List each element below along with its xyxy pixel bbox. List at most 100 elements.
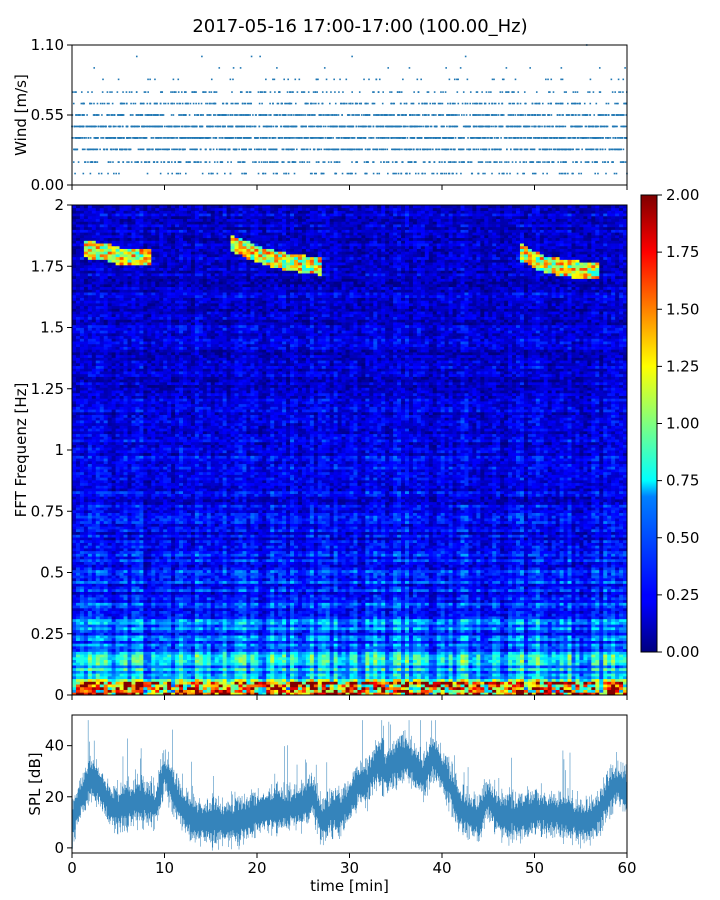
spectrogram-cell bbox=[131, 684, 135, 687]
spectrogram-cell bbox=[274, 690, 278, 693]
wind-point bbox=[229, 137, 231, 139]
wind-point bbox=[259, 56, 261, 58]
wind-point bbox=[94, 126, 96, 128]
spectrogram-cell bbox=[528, 665, 532, 668]
spectrogram-cell bbox=[540, 684, 544, 687]
spectrogram-cell bbox=[524, 668, 528, 671]
spectrogram-cell bbox=[135, 668, 139, 671]
spectrogram-cell bbox=[128, 679, 132, 682]
wind-point bbox=[268, 137, 270, 139]
wind-point bbox=[612, 137, 614, 139]
wind-point bbox=[163, 103, 165, 105]
wind-point bbox=[245, 149, 247, 151]
spectrogram-cell bbox=[373, 679, 377, 682]
spectrogram-cell bbox=[421, 676, 425, 679]
wind-point bbox=[618, 91, 620, 93]
spectrogram-cell bbox=[254, 673, 258, 676]
spectrogram-cell bbox=[318, 671, 322, 674]
spectrogram-cell bbox=[425, 676, 429, 679]
wind-point bbox=[218, 126, 220, 128]
wind-point bbox=[277, 161, 279, 163]
wind-point bbox=[623, 126, 625, 128]
spectrogram-cell bbox=[591, 673, 595, 676]
wind-point bbox=[89, 149, 91, 151]
spectrogram-cell bbox=[179, 676, 183, 679]
spectrogram-cell bbox=[135, 662, 139, 665]
spectrogram-cell bbox=[143, 662, 147, 665]
spectrogram-cell bbox=[488, 671, 492, 674]
spectrogram-cell bbox=[389, 665, 393, 668]
spectrogram-cell bbox=[472, 673, 476, 676]
spectrogram-cell bbox=[179, 662, 183, 665]
wind-point bbox=[97, 161, 99, 163]
wind-point bbox=[326, 91, 328, 93]
spectrogram-cell bbox=[413, 687, 417, 690]
wind-point bbox=[582, 137, 584, 139]
wind-point bbox=[241, 173, 243, 175]
spectrogram-cell bbox=[195, 665, 199, 668]
spectrogram-cell bbox=[492, 676, 496, 679]
spectrogram-cell bbox=[270, 690, 274, 693]
spectrogram-cell bbox=[322, 673, 326, 676]
wind-point bbox=[231, 91, 233, 93]
spectrogram-cell bbox=[504, 684, 508, 687]
wind-point bbox=[414, 137, 416, 139]
wind-point bbox=[583, 137, 585, 139]
wind-point bbox=[194, 149, 196, 151]
wind-point bbox=[240, 161, 242, 163]
spectrogram-cell bbox=[274, 676, 278, 679]
wind-point bbox=[469, 126, 471, 128]
wind-point bbox=[272, 161, 274, 163]
wind-point bbox=[448, 114, 450, 116]
wind-point bbox=[410, 114, 412, 116]
spectrogram-cell bbox=[441, 690, 445, 693]
wind-point bbox=[554, 137, 556, 139]
wind-point bbox=[85, 161, 87, 163]
wind-point bbox=[560, 161, 562, 163]
spectrogram-cell bbox=[116, 662, 120, 665]
wind-point bbox=[484, 103, 486, 105]
wind-point bbox=[270, 126, 272, 128]
spectrogram-cell bbox=[104, 681, 108, 684]
spectrogram-cell bbox=[492, 687, 496, 690]
spectrogram-cell bbox=[579, 676, 583, 679]
spectrogram-cell bbox=[266, 673, 270, 676]
spectrogram-cell bbox=[147, 684, 151, 687]
wind-point bbox=[104, 126, 106, 128]
wind-point bbox=[463, 91, 465, 93]
spectrogram-cell bbox=[556, 668, 560, 671]
spectrogram-cell bbox=[262, 679, 266, 682]
wind-point bbox=[571, 126, 573, 128]
spectrogram-cell bbox=[274, 681, 278, 684]
wind-point bbox=[491, 126, 493, 128]
wind-point bbox=[581, 126, 583, 128]
spectrogram-cell bbox=[433, 673, 437, 676]
wind-point bbox=[153, 161, 155, 163]
spectrogram-cell bbox=[211, 662, 215, 665]
spectrogram-cell bbox=[155, 679, 159, 682]
wind-point bbox=[201, 126, 203, 128]
wind-point bbox=[546, 173, 548, 175]
spectrogram-cell bbox=[175, 662, 179, 665]
spectrogram-cell bbox=[457, 673, 461, 676]
wind-point bbox=[82, 126, 84, 128]
spectrogram-cell bbox=[437, 671, 441, 674]
wind-point bbox=[209, 91, 211, 93]
spectrogram-cell bbox=[532, 679, 536, 682]
spectrogram-cell bbox=[508, 681, 512, 684]
spectrogram-cell bbox=[619, 681, 623, 684]
wind-point bbox=[467, 137, 469, 139]
wind-point bbox=[133, 103, 135, 105]
wind-point bbox=[397, 91, 399, 93]
wind-point bbox=[258, 161, 260, 163]
wind-point bbox=[151, 137, 153, 139]
spectrogram-cell bbox=[353, 690, 357, 693]
wind-point bbox=[424, 114, 426, 116]
wind-point bbox=[219, 149, 221, 151]
spectrogram-cell bbox=[143, 687, 147, 690]
wind-point bbox=[190, 103, 192, 105]
spectrogram-cell bbox=[599, 684, 603, 687]
wind-point bbox=[127, 137, 129, 139]
spectrogram-cell bbox=[84, 662, 88, 665]
spectrogram-cell bbox=[131, 665, 135, 668]
